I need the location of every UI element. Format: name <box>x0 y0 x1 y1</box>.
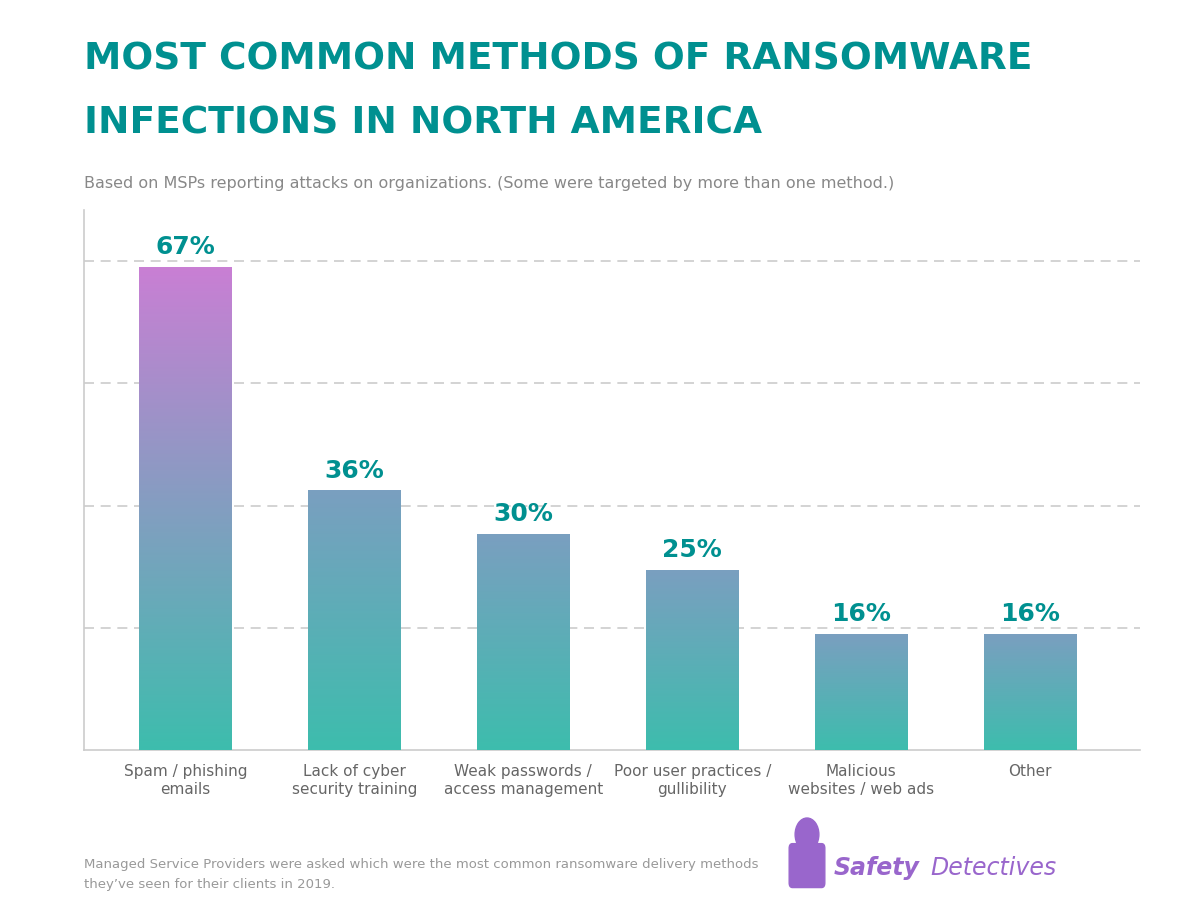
Text: Safety: Safety <box>834 856 920 879</box>
Text: INFECTIONS IN NORTH AMERICA: INFECTIONS IN NORTH AMERICA <box>84 105 762 141</box>
Text: MOST COMMON METHODS OF RANSOMWARE: MOST COMMON METHODS OF RANSOMWARE <box>84 41 1032 77</box>
Text: 16%: 16% <box>832 602 892 627</box>
Text: 16%: 16% <box>1001 602 1060 627</box>
Text: Based on MSPs reporting attacks on organizations. (Some were targeted by more th: Based on MSPs reporting attacks on organ… <box>84 176 894 190</box>
Circle shape <box>796 818 818 851</box>
Text: 36%: 36% <box>324 458 384 482</box>
FancyBboxPatch shape <box>790 844 824 888</box>
Text: 25%: 25% <box>662 538 722 562</box>
Text: Detectives: Detectives <box>930 856 1056 879</box>
Text: 30%: 30% <box>493 501 553 526</box>
Text: Managed Service Providers were asked which were the most common ransomware deliv: Managed Service Providers were asked whi… <box>84 858 758 871</box>
Text: 67%: 67% <box>156 235 215 259</box>
Text: they’ve seen for their clients in 2019.: they’ve seen for their clients in 2019. <box>84 878 335 891</box>
